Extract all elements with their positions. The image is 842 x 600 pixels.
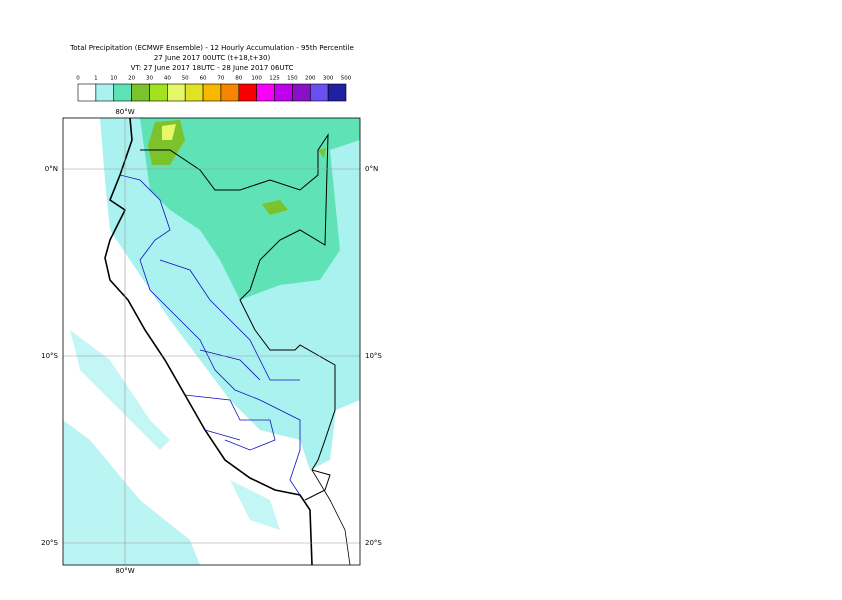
map: 80°W 80°W 0°N 10°S 20°S 0°N 10°S 20°S — [41, 108, 382, 575]
legend-swatch — [256, 83, 275, 102]
lat-label: 10°S — [365, 352, 382, 360]
legend-level: 300 — [323, 76, 334, 82]
legend-level: 30 — [146, 76, 153, 82]
legend: 0 1 10 20 30 40 50 60 70 80 100 125 150 200 300 500 — [76, 76, 352, 102]
lat-label: 20°S — [365, 539, 382, 547]
lat-label: 10°S — [41, 352, 58, 360]
graticule — [63, 118, 360, 565]
legend-level: 60 — [200, 76, 207, 82]
legend-swatch — [184, 83, 204, 102]
legend-swatch — [202, 83, 222, 102]
legend-level: 10 — [110, 76, 117, 82]
legend-swatch — [95, 83, 115, 102]
precipitation — [63, 118, 360, 565]
legend-swatch — [131, 83, 150, 102]
legend-swatch — [309, 83, 329, 102]
legend-swatch — [149, 83, 168, 102]
borders — [104, 118, 351, 565]
legend-level: 70 — [217, 76, 224, 82]
legend-level: 100 — [251, 76, 262, 82]
lat-label: 20°S — [41, 539, 58, 547]
legend-level: 50 — [182, 76, 189, 82]
legend-swatch — [238, 83, 257, 102]
legend-swatch — [292, 83, 311, 102]
lon-label: 80°W — [115, 108, 134, 116]
title: Total Precipitation (ECMWF Ensemble) - 1… — [69, 44, 354, 52]
legend-level: 500 — [341, 76, 352, 82]
legend-level: 0 — [76, 76, 80, 82]
legend-level: 200 — [305, 76, 316, 82]
legend-swatch — [167, 83, 186, 102]
legend-level: 40 — [164, 76, 171, 82]
lat-label: 0°N — [365, 165, 378, 173]
legend-swatch — [113, 83, 132, 102]
legend-level: 125 — [269, 76, 280, 82]
map-frame — [62, 117, 361, 566]
subtitle: 27 June 2017 00UTC (t+18,t+30) — [154, 54, 271, 62]
legend-level: 1 — [94, 76, 98, 82]
lat-label: 0°N — [45, 165, 58, 173]
legend-level: 20 — [128, 76, 135, 82]
legend-swatch — [77, 83, 97, 102]
legend-level: 150 — [287, 76, 298, 82]
subtitle: VT: 27 June 2017 18UTC - 28 June 2017 06… — [131, 64, 294, 72]
legend-swatch — [274, 83, 293, 102]
legend-level: 80 — [235, 76, 242, 82]
legend-swatch — [220, 83, 240, 102]
lon-label: 80°W — [115, 567, 134, 575]
legend-swatch — [327, 83, 347, 102]
